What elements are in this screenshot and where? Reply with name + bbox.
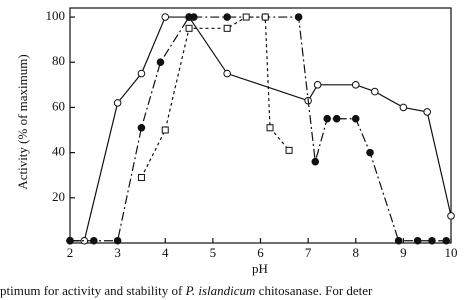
data-point: [80, 236, 89, 245]
data-point: [161, 13, 170, 21]
series-line: [70, 16, 447, 242]
data-point: [137, 173, 145, 181]
data-point: [423, 108, 431, 116]
data-point: [332, 114, 341, 123]
y-axis-label: Activity (% of maximum): [15, 54, 30, 189]
y-tick-label: 80: [52, 53, 65, 68]
data-point: [266, 124, 274, 132]
y-tick-label: 20: [52, 189, 65, 204]
data-point: [137, 69, 146, 78]
data-point: [313, 81, 322, 89]
data-point: [90, 236, 98, 245]
y-tick-label: 40: [52, 144, 65, 159]
data-point: [428, 236, 436, 245]
data-point: [223, 13, 231, 21]
series-line: [140, 16, 290, 178]
data-point: [223, 69, 231, 78]
data-point: [113, 99, 122, 107]
data-point: [137, 123, 146, 132]
x-tick-label: 3: [114, 245, 121, 260]
x-tick-label: 4: [162, 245, 169, 260]
x-tick-label: 7: [305, 245, 312, 260]
caption: ptimum for activity and stability of P. …: [0, 283, 373, 298]
data-point: [242, 13, 250, 21]
data-point: [156, 58, 165, 67]
data-point: [447, 212, 455, 220]
x-tick-label: 5: [210, 245, 217, 260]
data-point: [351, 114, 360, 123]
data-point: [371, 87, 379, 96]
plot-frame: [69, 7, 452, 244]
data-point: [351, 81, 360, 89]
y-tick-label: 100: [46, 8, 66, 23]
y-tick-label: 60: [52, 98, 65, 113]
data-point: [311, 157, 320, 166]
caption-part: chitosanase. For deter: [255, 283, 373, 298]
data-point: [323, 114, 331, 123]
x-axis-label: pH: [252, 261, 268, 276]
x-tick-label: 2: [67, 245, 74, 260]
data-point: [161, 126, 169, 134]
x-tick-label: 6: [257, 245, 264, 260]
data-point: [261, 13, 269, 21]
data-point: [442, 236, 451, 245]
data-point: [413, 236, 422, 245]
data-point: [285, 146, 293, 154]
x-tick-label: 8: [353, 245, 360, 260]
data-point: [394, 236, 403, 245]
x-tick-label: 9: [400, 245, 407, 260]
data-point: [223, 24, 231, 32]
data-point: [399, 103, 408, 112]
data-point: [294, 13, 303, 21]
series-line: [70, 16, 452, 242]
data-point: [66, 236, 74, 245]
caption-part: ptimum for activity and stability of: [0, 283, 186, 298]
data-point: [185, 24, 193, 32]
data-point: [190, 13, 198, 21]
x-tick-label: 10: [445, 245, 458, 260]
data-point: [113, 236, 122, 245]
data-point: [366, 148, 374, 157]
caption-part: P. islandicum: [185, 283, 256, 298]
